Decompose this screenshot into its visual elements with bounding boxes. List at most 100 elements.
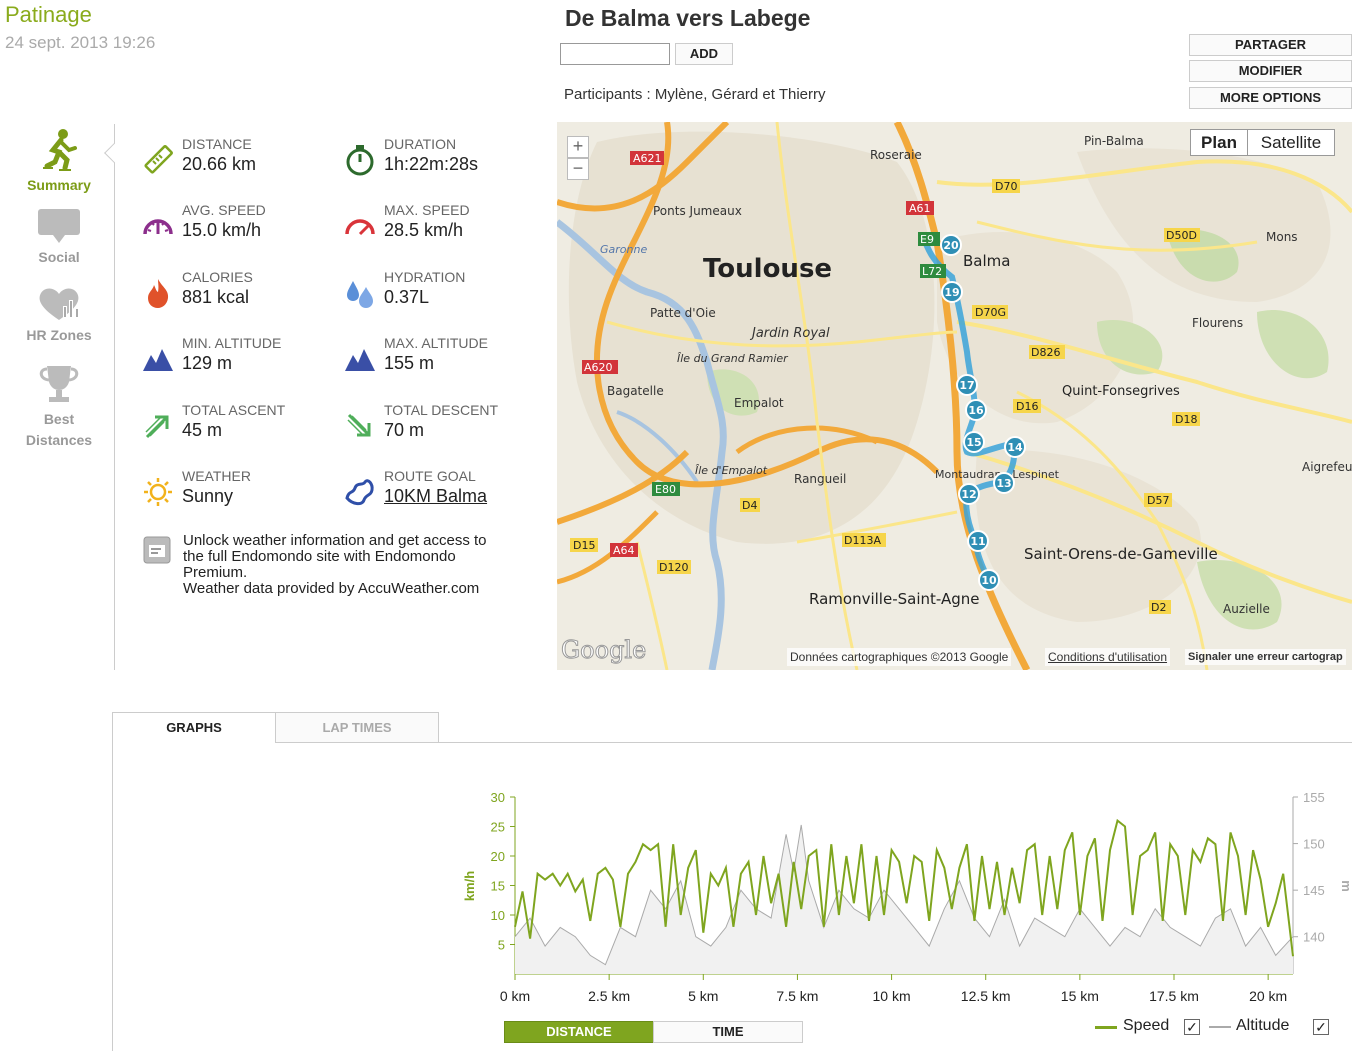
- map-label-place: Île d'Empalot: [695, 464, 768, 477]
- sidebar-item-hr-zones[interactable]: HR Zones: [0, 286, 118, 343]
- map-terms-link[interactable]: Conditions d'utilisation: [1045, 648, 1171, 666]
- stat-value: 70 m: [384, 420, 425, 440]
- stat-total-descent: TOTAL DESCENT 70 m: [344, 402, 544, 452]
- distance-axis-button[interactable]: DISTANCE: [504, 1021, 654, 1043]
- y-tick-label-right: 155: [1303, 790, 1325, 805]
- time-axis-button[interactable]: TIME: [653, 1021, 803, 1043]
- share-button[interactable]: PARTAGER: [1189, 34, 1352, 56]
- participants-text: Participants : Mylène, Gérard et Thierry: [564, 86, 826, 103]
- route-marker: 10: [981, 574, 997, 587]
- stat-value: 129 m: [182, 353, 233, 373]
- road-label: L72: [922, 265, 942, 278]
- y-tick-label-left: 10: [491, 908, 505, 923]
- unlock-line-1: Unlock weather information and get acces…: [183, 532, 487, 549]
- stat-value: 15.0 km/h: [182, 220, 262, 240]
- sidebar-label-best-distances: Best Distances: [25, 411, 93, 448]
- stat-distance: DISTANCE 20.66 km: [142, 136, 342, 186]
- x-tick-label: 2.5 km: [588, 988, 630, 1004]
- zoom-out-button[interactable]: −: [567, 158, 589, 180]
- road-label: D2: [1151, 601, 1166, 614]
- road-label: D50D: [1166, 229, 1197, 242]
- more-options-button[interactable]: MORE OPTIONS: [1189, 87, 1352, 109]
- map-canvas: Toulouse Balma Roseraie Pin-Balma Ponts …: [557, 122, 1352, 670]
- stat-label: DISTANCE: [182, 136, 252, 152]
- stat-label: TOTAL DESCENT: [384, 402, 499, 418]
- stat-value: 881 kcal: [182, 287, 250, 307]
- altitude-area: [515, 824, 1293, 974]
- workout-title: De Balma vers Labege: [565, 5, 811, 31]
- gauge-icon: [143, 219, 173, 235]
- map-label-place: Jardin Royal: [749, 326, 830, 341]
- route-icon: [345, 479, 374, 506]
- map-label-place: Patte d'Oie: [650, 306, 716, 320]
- stat-label: MAX. SPEED: [384, 202, 470, 218]
- road-label: D57: [1147, 494, 1169, 507]
- descent-arrow-icon: [347, 413, 371, 437]
- stat-value: 1h:22m:28s: [384, 154, 479, 174]
- map-type-satellite[interactable]: Satellite: [1247, 129, 1335, 156]
- heart-chart-icon: [39, 288, 79, 320]
- flame-icon: [148, 279, 169, 308]
- tab-graphs[interactable]: GRAPHS: [112, 712, 276, 743]
- panel-border: [112, 742, 113, 1051]
- y-tick-label-right: 145: [1303, 883, 1325, 898]
- map-label-place: Aigrefeuille: [1302, 460, 1352, 474]
- map-label-place: Bagatelle: [607, 384, 664, 398]
- stat-label: DURATION: [384, 136, 457, 152]
- mountain-icon: [345, 349, 375, 371]
- altitude-toggle-checkbox[interactable]: ✓: [1313, 1019, 1329, 1035]
- unlock-line-3: Premium.: [183, 564, 248, 581]
- y-tick-label-left: 20: [491, 849, 505, 864]
- y-tick-label-right: 150: [1303, 837, 1325, 852]
- map-label-place: Auzielle: [1223, 602, 1270, 616]
- route-map[interactable]: Toulouse Balma Roseraie Pin-Balma Ponts …: [557, 122, 1352, 670]
- map-label-place: Île du Grand Ramier: [677, 352, 789, 365]
- y-tick-label-left: 15: [491, 879, 505, 894]
- sidebar-item-social[interactable]: Social: [0, 208, 118, 265]
- stat-label: AVG. SPEED: [182, 202, 266, 218]
- speed-toggle-checkbox[interactable]: ✓: [1184, 1019, 1200, 1035]
- stat-route-goal[interactable]: ROUTE GOAL 10KM Balma: [344, 468, 544, 518]
- map-report-link[interactable]: Signaler une erreur cartograp: [1185, 649, 1346, 665]
- altitude-legend-swatch: [1209, 1026, 1231, 1028]
- map-label-place: Empalot: [734, 396, 784, 410]
- sport-title: Patinage: [5, 2, 92, 27]
- edit-button[interactable]: MODIFIER: [1189, 60, 1352, 82]
- map-type-plan[interactable]: Plan: [1190, 129, 1248, 156]
- google-logo: Google: [561, 636, 646, 664]
- stat-total-ascent: TOTAL ASCENT 45 m: [142, 402, 342, 452]
- zoom-in-button[interactable]: +: [567, 136, 589, 158]
- map-attribution: Données cartographiques ©2013 Google: [787, 648, 1012, 666]
- stat-min-altitude: MIN. ALTITUDE 129 m: [142, 335, 342, 385]
- route-marker: 15: [966, 436, 981, 449]
- add-button[interactable]: ADD: [675, 43, 733, 65]
- map-label-place: Saint-Orens-de-Gameville: [1024, 545, 1218, 563]
- stat-avg-speed: AVG. SPEED 15.0 km/h: [142, 202, 342, 252]
- stat-label: ROUTE GOAL: [384, 468, 476, 484]
- stat-max-speed: MAX. SPEED 28.5 km/h: [344, 202, 544, 252]
- participant-input[interactable]: [560, 43, 670, 65]
- premium-icon: [143, 536, 171, 564]
- gauge-max-icon: [345, 219, 375, 236]
- sidebar-item-best-distances[interactable]: Best Distances: [0, 364, 118, 451]
- road-label: D70: [995, 180, 1017, 193]
- map-label-place: Flourens: [1192, 316, 1243, 330]
- route-goal-link[interactable]: 10KM Balma: [384, 486, 488, 506]
- x-tick-label: 15 km: [1061, 988, 1099, 1004]
- road-label: E80: [655, 483, 676, 496]
- stat-label: MAX. ALTITUDE: [384, 335, 488, 351]
- map-label-place: Ramonville-Saint-Agne: [809, 590, 979, 608]
- route-marker: 16: [968, 404, 984, 417]
- sidebar-label-social: Social: [38, 249, 80, 265]
- y-tick-label-right: 140: [1303, 930, 1325, 945]
- sidebar-item-summary[interactable]: Summary: [0, 128, 118, 193]
- map-label-place: Rangueil: [794, 472, 846, 486]
- tab-lap-times[interactable]: LAP TIMES: [275, 712, 439, 743]
- map-label-place: Roseraie: [870, 148, 922, 162]
- road-label: D120: [659, 561, 688, 574]
- route-marker: 17: [959, 379, 974, 392]
- sidebar-label-summary: Summary: [27, 177, 91, 193]
- y-axis-title-right: m: [1339, 880, 1352, 892]
- road-label: D70G: [975, 306, 1006, 319]
- route-marker: 19: [944, 286, 959, 299]
